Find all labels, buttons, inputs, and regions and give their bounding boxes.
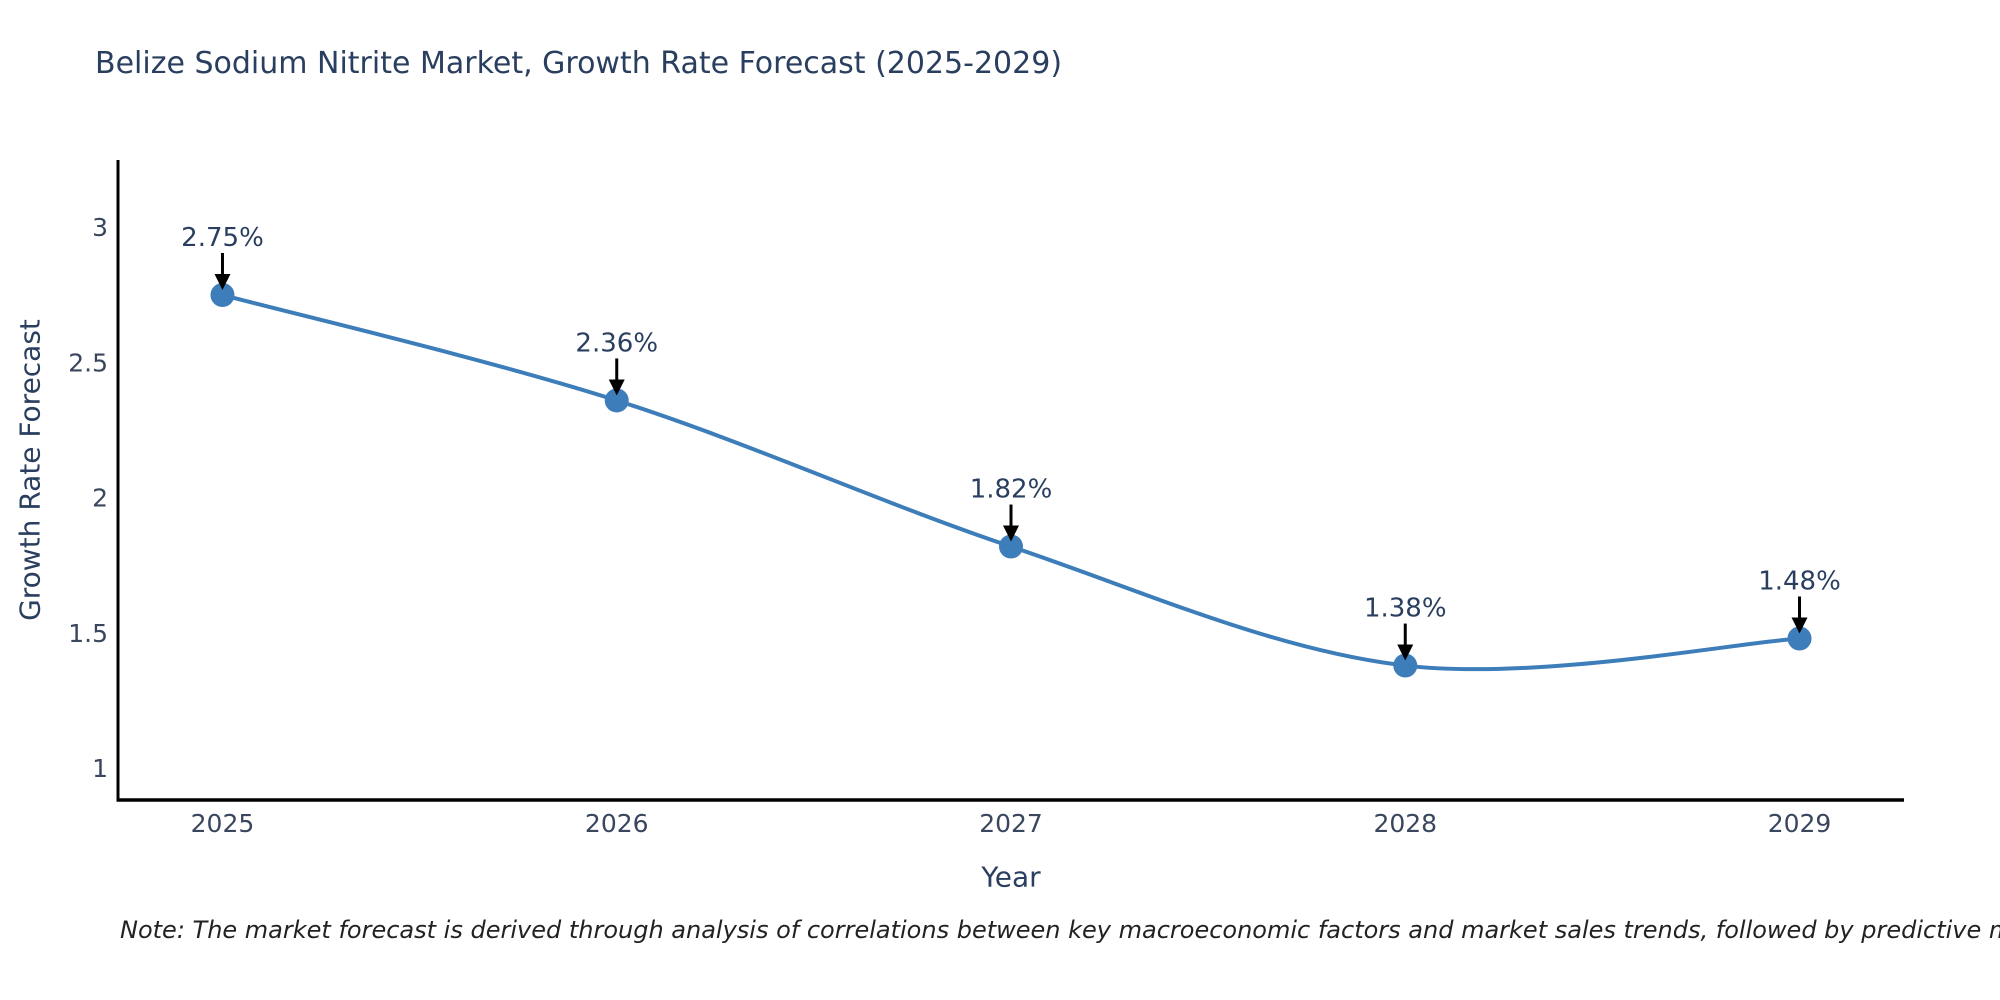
annotation-label: 1.82% bbox=[970, 475, 1053, 505]
y-tick-label: 1 bbox=[92, 754, 108, 783]
x-tick-label: 2029 bbox=[1768, 809, 1832, 838]
x-tick-label: 2025 bbox=[191, 809, 255, 838]
annotation-arrowhead-icon bbox=[608, 379, 625, 396]
y-tick-label: 2.5 bbox=[68, 348, 108, 377]
chart-title: Belize Sodium Nitrite Market, Growth Rat… bbox=[95, 46, 1063, 81]
annotation-arrowhead-icon bbox=[1003, 525, 1019, 542]
data-point-marker[interactable] bbox=[999, 534, 1023, 559]
y-tick-label: 2 bbox=[92, 484, 108, 513]
annotation-arrowhead-icon bbox=[214, 273, 231, 290]
y-tick-label: 1.5 bbox=[68, 619, 108, 648]
data-point-marker[interactable] bbox=[604, 388, 629, 413]
annotation-label: 1.38% bbox=[1364, 594, 1447, 624]
annotation-arrowhead-icon bbox=[1791, 617, 1808, 634]
x-tick-label: 2028 bbox=[1373, 809, 1437, 838]
x-axis-title: Year bbox=[981, 860, 1041, 894]
annotation-arrowhead-icon bbox=[1397, 644, 1414, 661]
footnote: Note: The market forecast is derived thr… bbox=[120, 916, 2000, 944]
data-point-marker[interactable] bbox=[210, 282, 235, 307]
x-tick-label: 2027 bbox=[979, 809, 1043, 838]
x-tick-label: 2026 bbox=[585, 809, 649, 838]
y-tick-label: 3 bbox=[92, 213, 108, 242]
annotation-label: 2.36% bbox=[575, 329, 658, 359]
data-point-marker[interactable] bbox=[1787, 626, 1812, 651]
data-point-marker[interactable] bbox=[1393, 653, 1418, 678]
annotation-label: 2.75% bbox=[181, 223, 264, 253]
annotation-label: 1.48% bbox=[1758, 567, 1841, 597]
